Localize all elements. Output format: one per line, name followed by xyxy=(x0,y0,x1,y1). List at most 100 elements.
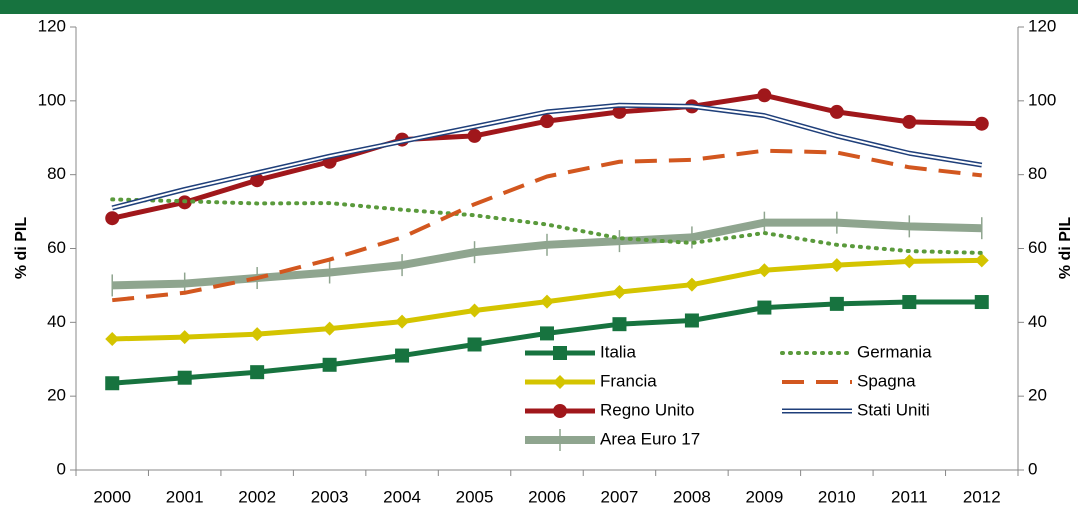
marker xyxy=(974,116,989,131)
marker-shape xyxy=(684,313,699,328)
marker xyxy=(612,285,627,300)
marker-shape xyxy=(467,303,482,318)
marker-shape xyxy=(974,116,989,131)
legend-label: Regno Unito xyxy=(600,400,695,419)
marker xyxy=(322,321,337,336)
marker-shape xyxy=(322,357,337,372)
marker-shape xyxy=(757,88,772,103)
marker-shape xyxy=(250,173,265,188)
marker-shape xyxy=(553,404,567,418)
x-tick-label: 2010 xyxy=(818,487,856,506)
marker xyxy=(467,128,482,143)
marker-shape xyxy=(105,211,120,226)
legend-item: Stati Uniti xyxy=(782,400,930,419)
x-tick-label: 2012 xyxy=(963,487,1001,506)
series-line xyxy=(110,197,984,255)
x-tick-label: 2007 xyxy=(601,487,639,506)
marker xyxy=(829,258,844,273)
legend-item: Area Euro 17 xyxy=(525,429,700,451)
marker xyxy=(612,317,627,332)
legend-label: Spagna xyxy=(857,371,916,390)
legend-label: Italia xyxy=(600,342,636,361)
marker-shape xyxy=(177,330,192,345)
marker-shape xyxy=(684,277,699,292)
legend-item: Regno Unito xyxy=(525,400,695,419)
legend-label: Area Euro 17 xyxy=(600,429,700,448)
legend-label: Francia xyxy=(600,371,657,390)
marker-shape xyxy=(974,295,989,310)
x-tick-label: 2005 xyxy=(456,487,494,506)
x-tick-label: 2008 xyxy=(673,487,711,506)
legend-item: Italia xyxy=(525,342,636,361)
marker xyxy=(553,404,567,418)
marker-shape xyxy=(553,346,567,360)
marker xyxy=(467,337,482,352)
marker-shape xyxy=(177,370,192,385)
marker xyxy=(757,88,772,103)
marker-shape xyxy=(553,375,567,389)
marker-shape xyxy=(612,104,627,119)
y2-tick-label: 120 xyxy=(1028,16,1056,35)
y-axis-title: % di PIL xyxy=(13,217,30,279)
marker-shape xyxy=(612,285,627,300)
marker xyxy=(467,303,482,318)
marker xyxy=(829,296,844,311)
y-tick-label: 100 xyxy=(38,90,66,109)
x-tick-label: 2003 xyxy=(311,487,349,506)
header-band xyxy=(0,0,1078,14)
marker-shape xyxy=(540,294,554,309)
marker xyxy=(684,313,699,328)
marker-shape xyxy=(829,104,844,119)
marker xyxy=(540,114,554,129)
x-tick-label: 2002 xyxy=(238,487,276,506)
marker xyxy=(540,326,554,341)
marker-shape xyxy=(612,317,627,332)
marker-shape xyxy=(322,321,337,336)
series-line xyxy=(112,299,982,386)
y-tick-label: 80 xyxy=(47,164,66,183)
legend-item: Germania xyxy=(780,342,932,361)
marker-shape xyxy=(974,253,989,268)
y2-tick-label: 20 xyxy=(1028,386,1047,405)
marker-shape xyxy=(250,327,265,342)
y-tick-label: 40 xyxy=(47,312,66,331)
marker-shape xyxy=(757,300,772,315)
marker-shape xyxy=(829,258,844,273)
marker-shape xyxy=(902,254,917,269)
marker xyxy=(612,104,627,119)
marker xyxy=(177,370,192,385)
marker xyxy=(540,294,554,309)
marker-shape xyxy=(540,114,554,129)
marker xyxy=(902,114,917,129)
marker-shape xyxy=(829,296,844,311)
x-tick-label: 2000 xyxy=(93,487,131,506)
legend-item: Spagna xyxy=(782,371,916,390)
marker-shape xyxy=(250,365,265,380)
marker xyxy=(105,211,120,226)
marker-shape xyxy=(467,128,482,143)
marker xyxy=(322,357,337,372)
marker xyxy=(395,314,410,329)
series-line-inner xyxy=(111,104,982,209)
marker-shape xyxy=(395,348,410,363)
marker xyxy=(902,295,917,310)
legend-label: Germania xyxy=(857,342,932,361)
marker xyxy=(553,375,567,389)
marker xyxy=(684,277,699,292)
y2-tick-label: 100 xyxy=(1028,90,1056,109)
x-tick-label: 2001 xyxy=(166,487,204,506)
x-tick-label: 2011 xyxy=(891,487,928,506)
y2-tick-label: 80 xyxy=(1028,164,1047,183)
y-tick-label: 120 xyxy=(38,16,66,35)
marker xyxy=(829,104,844,119)
marker-shape xyxy=(467,337,482,352)
marker-shape xyxy=(395,314,410,329)
marker xyxy=(395,348,410,363)
marker xyxy=(105,376,120,391)
y2-tick-label: 40 xyxy=(1028,312,1047,331)
marker xyxy=(757,300,772,315)
series-line xyxy=(112,148,982,303)
marker xyxy=(250,327,265,342)
